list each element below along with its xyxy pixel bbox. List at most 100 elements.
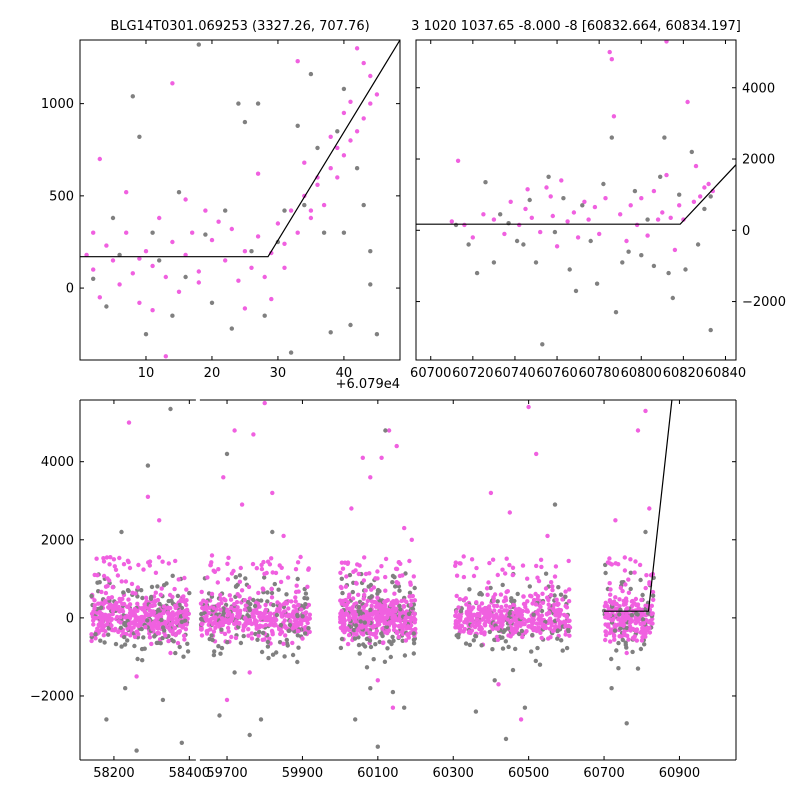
bottom-point-band xyxy=(255,610,260,615)
top-left-point-magenta xyxy=(348,138,353,143)
bottom-point-band xyxy=(255,637,260,642)
bottom-point-band xyxy=(182,608,188,614)
bottom-point-band xyxy=(472,612,477,617)
bottom-point-band xyxy=(550,584,555,589)
top-left-point-magenta xyxy=(150,263,155,269)
bottom-point-band xyxy=(603,637,608,643)
top-left-point-magenta xyxy=(295,230,300,235)
bottom-point-band xyxy=(368,644,374,650)
top-right-point-gray xyxy=(677,192,682,197)
top-left-point-gray xyxy=(137,134,142,139)
bottom-point-band xyxy=(382,659,388,664)
bottom-point-band xyxy=(234,600,240,605)
bottom-point-band xyxy=(639,629,644,634)
top-left-point-gray xyxy=(209,300,215,305)
bottom-point-band xyxy=(249,636,255,641)
bottom-point-band xyxy=(276,587,281,592)
bottom-point-band xyxy=(139,588,144,593)
bottom-point-band xyxy=(635,612,640,617)
bottom-point-band xyxy=(410,606,415,611)
bottom-point-band xyxy=(173,632,178,638)
bottom-point-band xyxy=(567,587,572,592)
top-left-point-gray xyxy=(104,304,109,309)
bottom-point-band xyxy=(363,571,369,577)
bottom-point-band xyxy=(110,585,116,590)
top-right-point-gray xyxy=(632,188,638,194)
bottom-point-band xyxy=(169,598,174,603)
top-left-point-gray xyxy=(321,230,327,235)
bottom-point-band xyxy=(462,626,468,632)
bottom-point-band xyxy=(366,584,371,589)
bottom-point-band xyxy=(152,634,157,639)
bottom-point-band xyxy=(496,616,502,622)
top-left-point-magenta xyxy=(374,92,380,97)
bottom-point-band xyxy=(531,617,536,623)
top-left-point-gray xyxy=(170,313,175,318)
bottom-point-band xyxy=(513,646,518,652)
bottom-point-band xyxy=(226,555,231,560)
bottom-point-band xyxy=(503,571,508,576)
bottom-point-gray xyxy=(258,717,264,722)
bottom-point-band xyxy=(101,573,107,579)
bottom-point-band xyxy=(634,638,639,643)
bottom-point-band xyxy=(184,587,189,592)
bottom-point-band xyxy=(640,625,645,631)
bottom-point-band xyxy=(89,632,94,637)
bottom-point-band xyxy=(350,589,355,595)
bottom-point-band xyxy=(410,593,415,599)
bottom-point-band xyxy=(486,604,492,609)
top-right-point-magenta xyxy=(607,49,612,55)
bottom-point-band xyxy=(650,593,656,598)
bottom-point-band xyxy=(480,617,486,622)
bottom-point-band xyxy=(141,567,146,572)
bottom-point-band xyxy=(484,586,490,591)
bottom-point-gray xyxy=(402,705,407,710)
bottom-point-band xyxy=(517,607,522,612)
bottom-point-band xyxy=(236,624,241,630)
bottom-point-band xyxy=(129,626,134,631)
top-left-x-offset-label: +6.079e4 xyxy=(336,377,400,392)
bottom-point-band xyxy=(533,658,538,664)
top-right-point-gray xyxy=(466,242,471,247)
top-left-point-magenta xyxy=(104,243,109,248)
bottom-point-band xyxy=(167,622,173,627)
bottom-point-band xyxy=(356,642,362,648)
bottom-point-band xyxy=(520,563,526,568)
bottom-point-band xyxy=(501,629,506,635)
bottom-point-band xyxy=(113,567,119,572)
bottom-point-band xyxy=(461,597,467,602)
bottom-point-band xyxy=(261,587,266,592)
bottom-point-band xyxy=(350,596,356,601)
bottom-point-band xyxy=(482,623,488,628)
top-right-x-tick-label: 60700 xyxy=(410,366,451,381)
bottom-point-band xyxy=(358,619,363,624)
bottom-point-band xyxy=(264,570,269,576)
bottom-point-band xyxy=(219,600,224,606)
bottom-point-band xyxy=(549,623,554,628)
bottom-point-band xyxy=(156,631,162,636)
bottom-point-band xyxy=(649,611,654,617)
bottom-y-tick-label: −2000 xyxy=(30,689,74,704)
bottom-point-band xyxy=(362,644,368,649)
top-right-point-magenta xyxy=(575,235,581,240)
bottom-point-band xyxy=(403,615,408,621)
bottom-point-band xyxy=(295,576,300,582)
bottom-point-band xyxy=(409,598,414,603)
bottom-point-band xyxy=(269,590,275,596)
bottom-point-band xyxy=(145,618,150,623)
bottom-point-band xyxy=(284,637,289,643)
bottom-point-band xyxy=(566,599,572,604)
bottom-point-band xyxy=(204,613,209,619)
bottom-point-band xyxy=(508,620,513,625)
bottom-point-band xyxy=(510,565,516,570)
bottom-point-band xyxy=(219,616,225,621)
bottom-point-band xyxy=(552,593,557,598)
bottom-point-band xyxy=(346,632,352,638)
bottom-point-band xyxy=(135,601,140,606)
bottom-point-band xyxy=(393,615,398,621)
bottom-point-band xyxy=(158,592,163,597)
top-left-point-magenta xyxy=(361,60,366,66)
top-left-point-magenta xyxy=(335,145,340,151)
bottom-point-band xyxy=(273,570,279,576)
bottom-point-band xyxy=(539,564,544,570)
